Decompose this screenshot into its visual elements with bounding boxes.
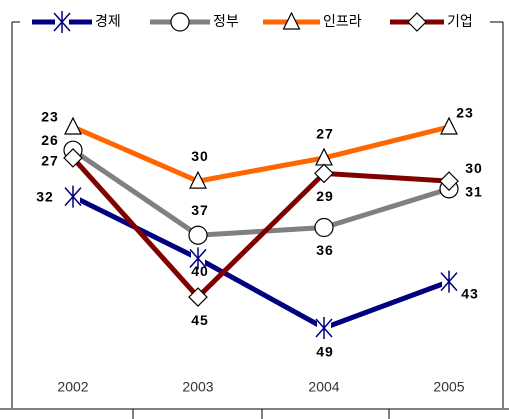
series-line [71,194,450,331]
marker-shape [315,317,333,339]
marker-shape [282,11,301,30]
marker [439,171,459,191]
marker [188,287,208,307]
data-label: 27 [316,126,334,142]
data-label: 32 [36,188,54,204]
marker-shape [189,247,207,270]
data-label: 30 [465,160,483,176]
marker [282,11,301,30]
data-label: 26 [41,132,59,148]
data-label: 45 [191,312,209,328]
marker-shape [63,148,83,168]
x-tick-label: 2005 [433,379,464,395]
marker-shape [170,12,190,32]
x-tick-label: 2002 [57,379,88,395]
marker [189,170,207,189]
marker-shape [64,116,82,135]
data-label: 29 [316,188,334,204]
marker [314,163,334,184]
legend-label: 인프라 [323,14,362,30]
series-line [71,156,450,301]
marker [407,12,427,32]
data-label: 37 [191,202,209,218]
data-label: 31 [465,184,483,200]
marker [315,317,333,339]
marker-shape [64,185,82,208]
marker-shape [314,217,334,238]
x-tick-label: 2003 [182,379,213,395]
marker-shape [440,116,458,135]
marker [170,12,190,32]
marker-shape [188,287,208,307]
data-label: 23 [456,105,474,121]
frame [0,21,509,419]
marker [314,217,334,238]
marker-shape [314,163,334,184]
marker [440,270,458,293]
marker-shape [407,12,427,32]
marker [64,185,82,208]
data-label: 43 [461,285,479,301]
legend-label: 경제 [95,14,121,30]
marker-shape [53,11,71,33]
data-label: 27 [41,153,59,169]
series-line [71,148,450,238]
data-label: 30 [191,148,209,164]
data-label: 23 [41,109,59,125]
marker [440,116,458,135]
marker-shape [440,270,458,293]
data-label: 40 [191,263,209,279]
series-line [72,124,450,184]
legend-label: 정부 [213,14,239,30]
marker [189,247,207,270]
marker [53,11,71,33]
marker [64,116,82,135]
marker-shape [188,225,208,245]
marker-shape [189,170,207,189]
marker [188,225,208,245]
legend-label: 기업 [447,14,473,30]
x-tick-label: 2004 [308,379,339,395]
marker [63,148,83,168]
data-label: 49 [316,344,334,360]
data-label: 36 [316,242,334,258]
marker-shape [439,171,459,191]
